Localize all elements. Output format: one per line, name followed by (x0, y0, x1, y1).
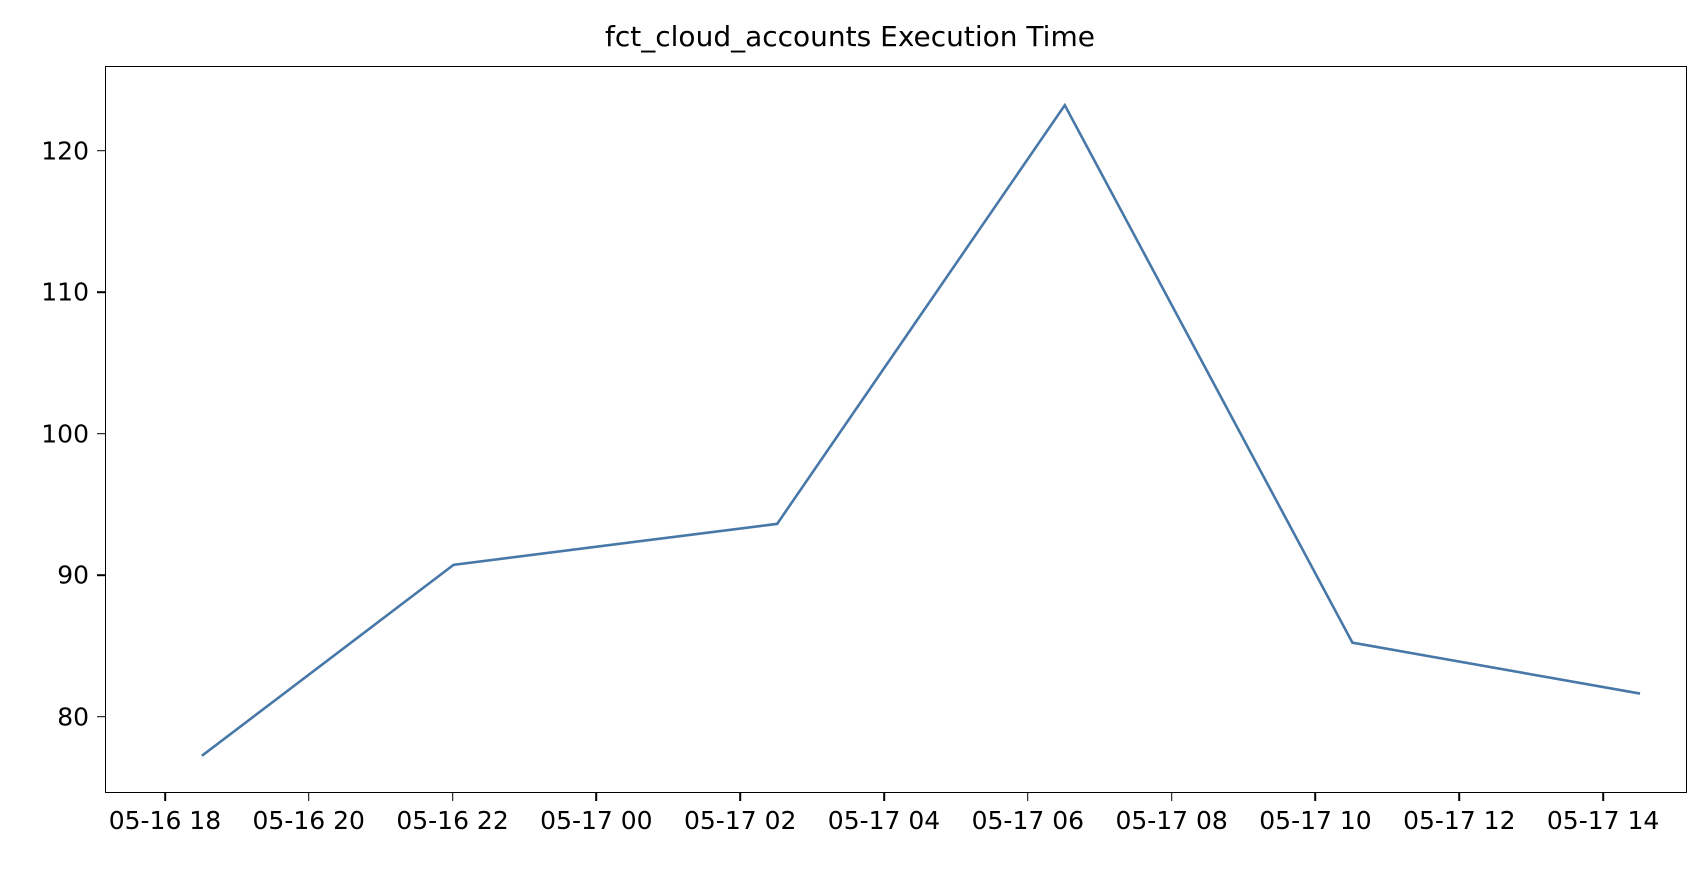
x-tick-mark (1170, 793, 1173, 801)
x-tick-mark (164, 793, 166, 801)
x-tick-label: 05-17 12 (1403, 806, 1516, 835)
x-tick-mark (307, 793, 310, 801)
y-tick-mark (97, 291, 105, 294)
x-tick-label: 05-17 04 (827, 806, 941, 835)
y-tick-mark (97, 574, 105, 576)
x-tick-label: 05-16 20 (252, 806, 365, 835)
y-tick-label: 100 (41, 419, 89, 449)
y-tick-mark (97, 715, 105, 718)
x-tick-mark (451, 793, 454, 801)
x-tick-mark (739, 793, 741, 801)
x-tick-mark (1027, 793, 1029, 801)
y-tick-label: 80 (57, 702, 89, 732)
execution-time-series-line (201, 102, 1641, 757)
x-tick-mark (883, 793, 885, 801)
x-tick-label: 05-17 08 (1115, 806, 1228, 835)
y-tick-label: 120 (41, 136, 89, 166)
y-tick-label: 110 (41, 277, 89, 307)
y-tick-mark (97, 150, 105, 152)
x-tick-label: 05-17 06 (971, 806, 1085, 835)
x-tick-mark (1314, 793, 1317, 801)
x-tick-mark (1458, 793, 1461, 801)
x-tick-label: 05-16 22 (396, 806, 509, 835)
x-tick-mark (595, 793, 598, 801)
x-tick-label: 05-17 00 (540, 806, 653, 835)
x-tick-mark (1602, 793, 1604, 801)
x-tick-label: 05-17 02 (683, 806, 797, 835)
y-tick-label: 90 (57, 560, 89, 590)
y-tick-mark (97, 432, 105, 435)
x-tick-label: 05-17 14 (1546, 806, 1660, 835)
x-tick-label: 05-16 18 (108, 806, 222, 835)
x-tick-label: 05-17 10 (1259, 806, 1372, 835)
plot-area (201, 102, 1641, 757)
page-title: fct_cloud_accounts Execution Time (605, 20, 1095, 53)
plot-axes-frame (105, 66, 1687, 793)
